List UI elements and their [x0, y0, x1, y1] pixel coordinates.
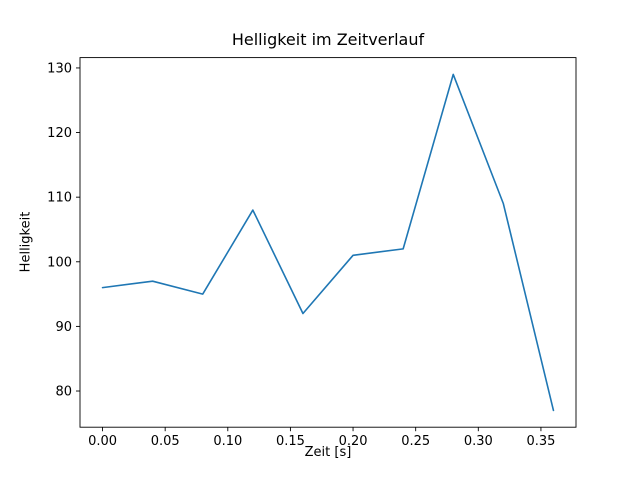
- data-line: [101, 73, 555, 412]
- y-tick-label: 130: [47, 61, 72, 76]
- x-tick-label: 0.35: [526, 434, 555, 449]
- y-tick-label: 100: [47, 255, 72, 270]
- y-tick-label: 120: [47, 126, 72, 141]
- x-tick-label: 0.10: [213, 434, 242, 449]
- x-axis-label: Zeit [s]: [304, 445, 352, 460]
- axes-frame: [79, 57, 577, 428]
- x-tick-label: 0.00: [88, 434, 117, 449]
- x-tick-label: 0.15: [276, 434, 305, 449]
- y-axis-label: Helligkeit: [18, 211, 34, 273]
- x-tick-label: 0.05: [151, 434, 180, 449]
- chart-title: Helligkeit im Zeitverlauf: [231, 30, 425, 49]
- y-tick-label: 110: [47, 191, 72, 206]
- x-tick-label: 0.30: [464, 434, 493, 449]
- x-tick-label: 0.25: [401, 434, 430, 449]
- y-tick-label: 80: [55, 385, 72, 400]
- y-tick-label: 90: [55, 320, 72, 335]
- x-tick-label: 0.20: [339, 434, 368, 449]
